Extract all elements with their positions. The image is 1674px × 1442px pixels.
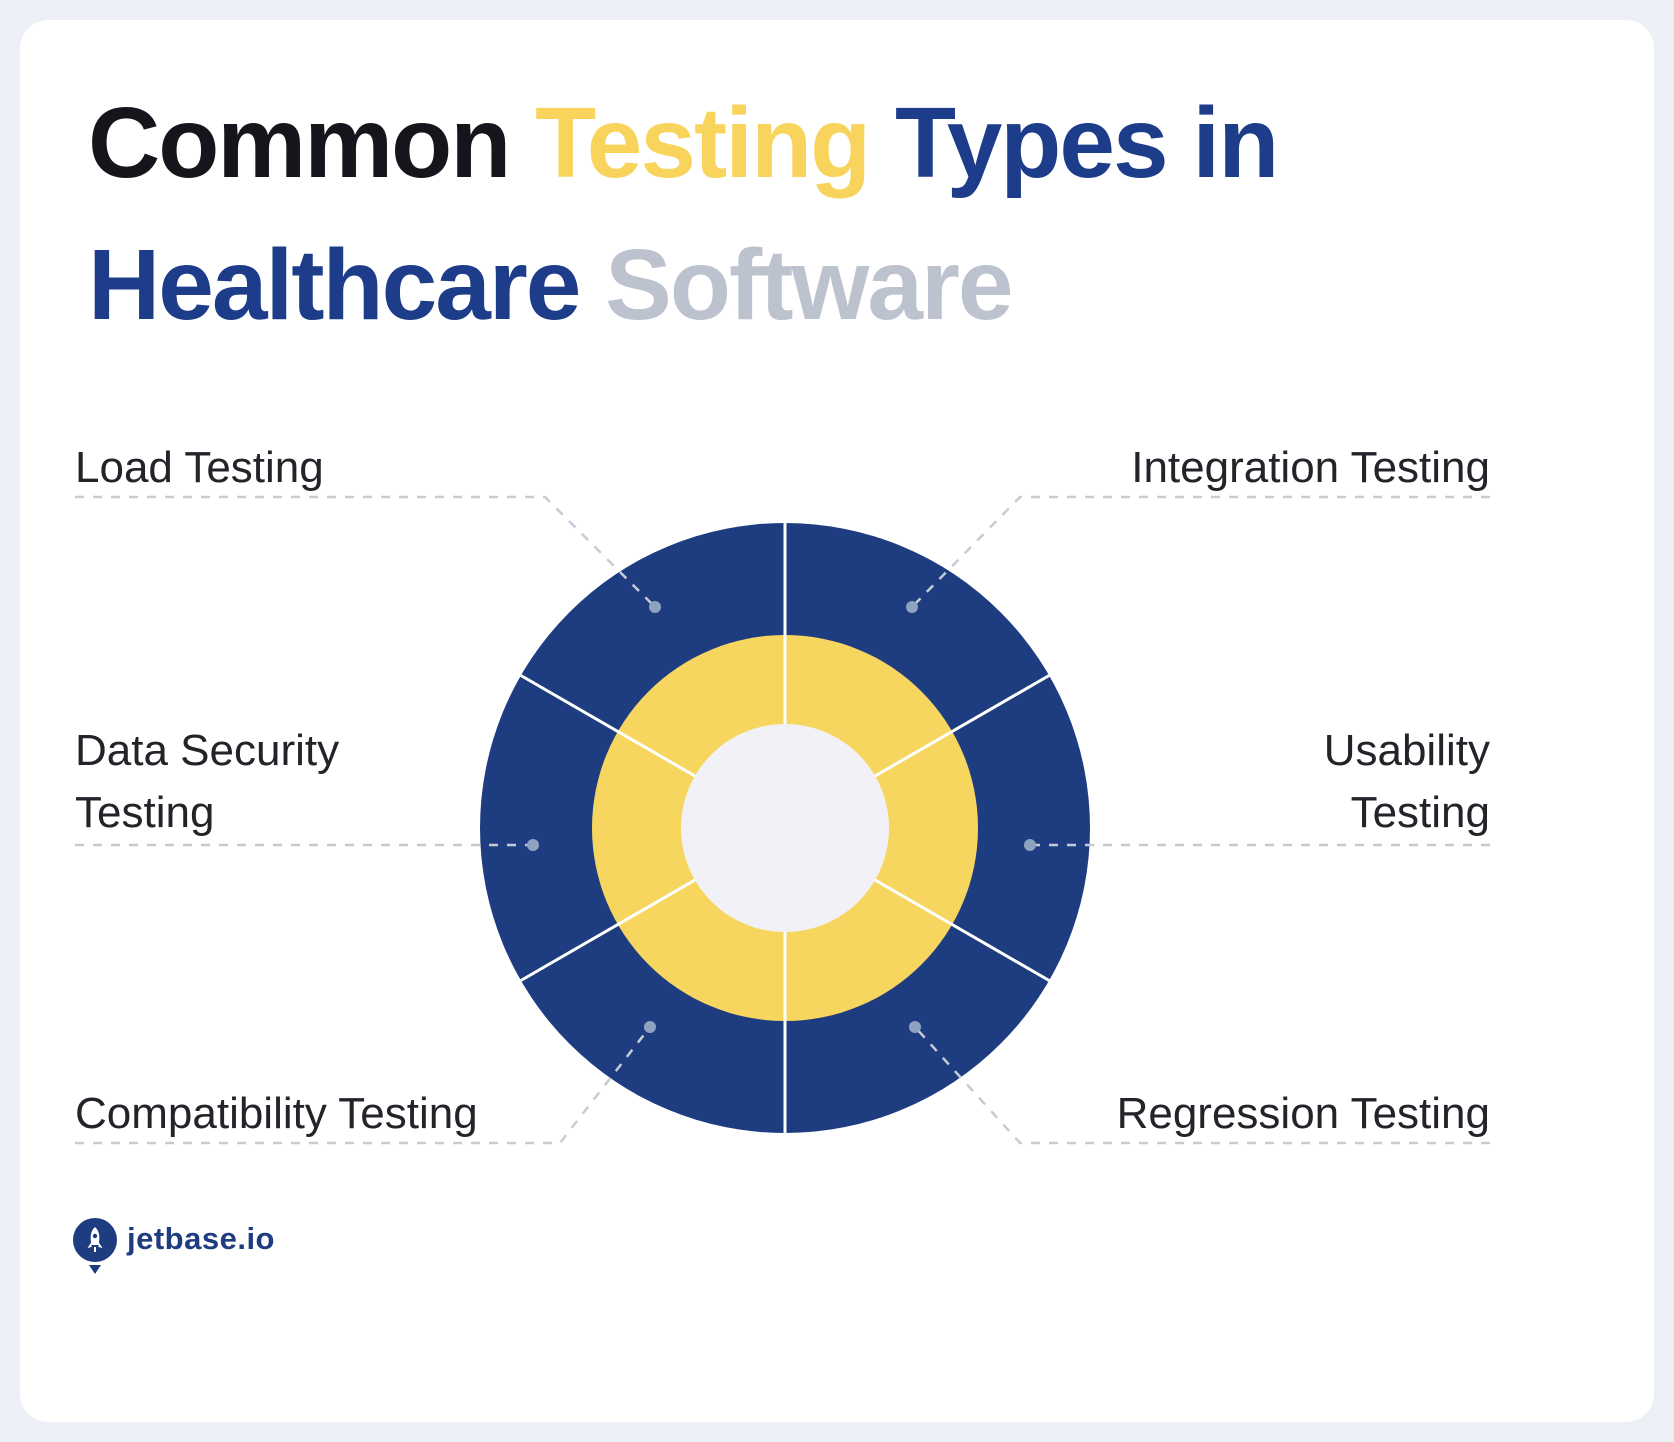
label-regression-testing: Regression Testing bbox=[1116, 1089, 1490, 1138]
label-usability-line1: Usability bbox=[1323, 726, 1490, 775]
label-usability-line2: Testing bbox=[1350, 788, 1490, 837]
page-title: Common Testing Types in Healthcare Softwa… bbox=[88, 72, 1279, 356]
title-word-testing: Testing bbox=[535, 87, 896, 199]
label-integration-testing: Integration Testing bbox=[1131, 443, 1490, 492]
label-usability-testing: Usability Testing bbox=[1324, 720, 1490, 844]
title-word-common: Common bbox=[88, 87, 536, 199]
label-load-testing: Load Testing bbox=[75, 443, 324, 492]
label-data-security-line1: Data Security bbox=[75, 726, 340, 775]
label-data-security-line2: Testing bbox=[75, 788, 215, 837]
title-word-types-in: Types in bbox=[895, 87, 1279, 199]
label-compatibility-testing: Compatibility Testing bbox=[75, 1089, 478, 1138]
title-word-software: Software bbox=[605, 229, 1013, 341]
label-data-security-testing: Data Security Testing bbox=[75, 720, 339, 844]
title-word-healthcare: Healthcare bbox=[88, 229, 606, 341]
jetbase-logo-text: jetbase.io bbox=[127, 1221, 275, 1256]
